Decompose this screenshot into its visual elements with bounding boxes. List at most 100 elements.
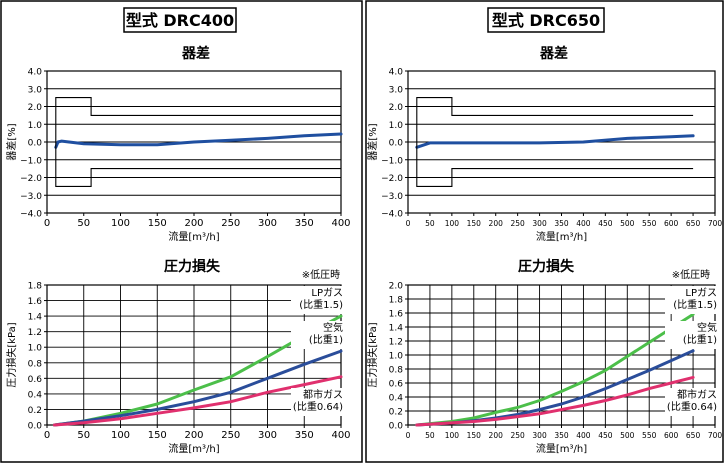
x-tick-label: 50	[425, 431, 435, 440]
x-tick-label: 0	[44, 218, 50, 229]
x-tick-label: 100	[111, 430, 130, 441]
x-axis-label: 流量[m³/h]	[168, 230, 219, 243]
chart-title: 器差	[539, 45, 568, 62]
y-tick-label: 0.4	[28, 390, 43, 400]
x-tick-label: 600	[664, 219, 679, 228]
series-label-sub: (比重1)	[683, 333, 717, 346]
y-tick-label: 0.2	[28, 406, 42, 416]
chart-title: 圧力損失	[518, 258, 575, 275]
x-tick-label: 350	[554, 219, 569, 228]
tolerance-limit-line	[55, 97, 341, 142]
plot-0: 0 50 100 150 200 250 300 350 400 4.0 3.0 2.0 1.0 0.0 −…	[5, 68, 351, 244]
y-tick-label: 1.4	[389, 324, 404, 334]
y-tick-label: 0.4	[389, 394, 404, 404]
x-tick-label: 400	[576, 431, 591, 440]
x-tick-label: 400	[331, 218, 350, 229]
panel-title: 型式 DRC650	[492, 11, 600, 30]
y-tick-label: 0.2	[389, 408, 403, 418]
series-line-air	[52, 349, 343, 427]
tolerance-limit-line	[55, 142, 341, 187]
x-tick-label: 500	[620, 219, 635, 228]
y-tick-label: −3.0	[381, 192, 403, 202]
y-tick-label: −4.0	[20, 210, 42, 220]
y-tick-label: −2.0	[20, 174, 42, 184]
y-tick-label: 1.8	[28, 282, 43, 292]
y-tick-label: −2.0	[381, 174, 403, 184]
tolerance-limit-line	[416, 97, 694, 142]
x-tick-label: 450	[598, 219, 613, 228]
x-tick-label: 300	[258, 218, 277, 229]
x-tick-label: 100	[445, 431, 460, 440]
y-tick-label: 3.0	[389, 85, 404, 95]
chart-title: 圧力損失	[164, 258, 221, 275]
series-label-background	[665, 286, 719, 314]
x-tick-label: 150	[148, 430, 167, 441]
y-tick-label: 4.0	[28, 68, 43, 78]
x-tick-label: 200	[489, 219, 504, 228]
x-tick-label: 100	[445, 219, 460, 228]
series-label: LPガス	[311, 287, 343, 299]
x-tick-label: 250	[510, 431, 525, 440]
plot-3: 0 50 100 150 200 250 300 350 400 450 500 550 600 650 7…	[366, 282, 722, 456]
x-tick-label: 350	[554, 431, 569, 440]
chart-note: ※低圧時	[302, 268, 340, 281]
series-label: 都市ガス	[677, 388, 717, 401]
series-label: 都市ガス	[303, 388, 343, 401]
y-tick-label: 2.0	[389, 103, 404, 113]
series-label-background	[665, 388, 719, 416]
x-tick-label: 350	[295, 430, 314, 441]
y-tick-label: 1.0	[28, 121, 43, 131]
y-tick-label: 0.0	[389, 422, 404, 432]
x-tick-label: 150	[467, 219, 482, 228]
y-tick-label: 0.6	[389, 380, 404, 390]
x-tick-label: 200	[184, 218, 203, 229]
y-tick-label: 3.0	[28, 85, 43, 95]
x-tick-label: 150	[148, 218, 167, 229]
x-tick-label: 600	[664, 431, 679, 440]
tolerance-limit-line	[416, 142, 694, 187]
series-label: 空気	[323, 321, 343, 334]
x-axis-label: 流量[m³/h]	[536, 442, 587, 455]
x-tick-label: 100	[111, 218, 130, 229]
x-tick-label: 650	[686, 431, 701, 440]
x-tick-label: 700	[708, 431, 723, 440]
y-tick-label: −1.0	[381, 156, 403, 166]
x-tick-label: 50	[77, 430, 90, 441]
x-tick-label: 550	[642, 219, 657, 228]
x-tick-label: 550	[642, 431, 657, 440]
series-label: 空気	[697, 321, 717, 334]
y-tick-label: 1.6	[28, 297, 43, 307]
x-tick-label: 0	[406, 431, 411, 440]
series-label-sub: (比重0.64)	[667, 400, 717, 413]
y-tick-label: 1.2	[28, 328, 42, 338]
x-tick-label: 400	[576, 219, 591, 228]
y-tick-label: 1.0	[389, 352, 404, 362]
x-tick-label: 500	[620, 431, 635, 440]
series-label-background	[665, 321, 719, 349]
x-tick-label: 400	[331, 430, 350, 441]
x-tick-label: 0	[406, 219, 411, 228]
y-tick-label: 0.8	[28, 359, 43, 369]
series-label-background	[291, 321, 345, 349]
y-tick-label: 1.4	[28, 313, 43, 323]
y-tick-label: 2.0	[28, 103, 43, 113]
x-tick-label: 0	[44, 430, 50, 441]
plot-2: 0 50 100 150 200 250 300 350 400 450 500 550 600 650 7…	[366, 68, 722, 244]
series-line-city	[52, 375, 343, 427]
series-label-background	[291, 388, 345, 416]
series-label-sub: (比重1.5)	[299, 298, 343, 311]
y-tick-label: 2.0	[389, 282, 404, 292]
y-tick-label: 0.0	[28, 139, 43, 149]
y-tick-label: 0.0	[389, 139, 404, 149]
chart-title: 器差	[181, 45, 210, 62]
y-tick-label: 1.6	[389, 310, 404, 320]
x-tick-label: 250	[221, 430, 240, 441]
x-axis-label: 流量[m³/h]	[536, 230, 587, 243]
x-tick-label: 200	[489, 431, 504, 440]
y-tick-label: 1.2	[389, 338, 403, 348]
series-label-sub: (比重1.5)	[673, 298, 717, 311]
plot-1: 0 50 100 150 200 250 300 350 400 1.8 1.6 1.4 1.2 1.0 0…	[5, 282, 351, 456]
series-label-background	[291, 286, 345, 314]
y-tick-label: −3.0	[20, 192, 42, 202]
x-tick-label: 200	[184, 430, 203, 441]
